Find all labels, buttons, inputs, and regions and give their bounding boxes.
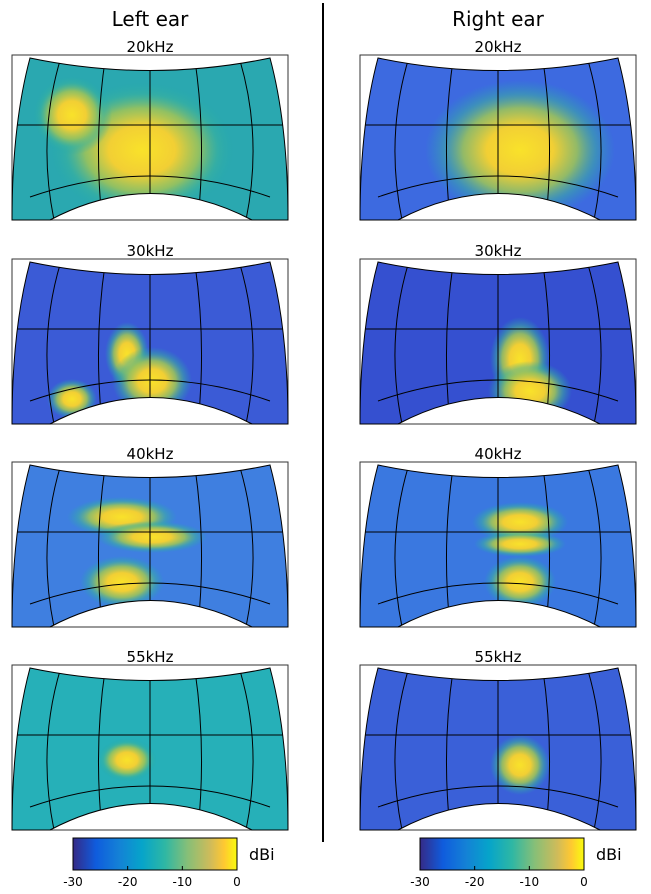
meridian: [585, 668, 602, 830]
panel-label: 40kHz: [127, 445, 174, 463]
map-fill: [360, 262, 636, 424]
panel-label: 20kHz: [127, 38, 174, 56]
graticule: [360, 58, 636, 220]
map: [359, 261, 637, 425]
meridian: [46, 465, 63, 627]
map-outline: [359, 261, 637, 425]
column-title: Left ear: [112, 7, 190, 31]
map-fill: [12, 465, 288, 627]
colorbar-tick-label: 0: [580, 875, 588, 889]
map: [11, 261, 289, 425]
graticule: [360, 465, 636, 627]
hotspot: [484, 556, 556, 608]
meridian: [46, 58, 63, 220]
map-outline: [359, 57, 637, 221]
colorbar-tick-label: -10: [173, 875, 193, 889]
meridian: [237, 465, 254, 627]
panel-frame: [11, 258, 289, 425]
panel-frame: [11, 54, 289, 221]
map-fill: [12, 58, 288, 220]
column-title: Right ear: [452, 7, 545, 31]
panel-frame: [359, 461, 637, 628]
hotspot: [474, 531, 566, 557]
meridian: [585, 58, 602, 220]
map: [359, 667, 637, 831]
hotspot: [425, 80, 615, 220]
panel-label: 55kHz: [127, 648, 174, 666]
map-fill: [12, 668, 288, 830]
map: [11, 464, 289, 628]
map-outline: [11, 261, 289, 425]
map-outline: [359, 667, 637, 831]
colorbar: [419, 837, 585, 871]
colorbar-label: dBi: [249, 845, 275, 864]
map-outline: [11, 57, 289, 221]
panel-label: 30kHz: [475, 242, 522, 260]
colorbar-tick-label: -20: [465, 875, 485, 889]
colorbar-tick-label: -30: [410, 875, 430, 889]
panel-frame: [11, 664, 289, 831]
meridian: [585, 465, 602, 627]
meridian: [394, 668, 411, 830]
hotspot: [97, 738, 157, 782]
map-outline: [11, 464, 289, 628]
meridian: [394, 262, 411, 424]
panel-frame: [359, 664, 637, 831]
map-fill: [12, 262, 288, 424]
hotspot: [97, 521, 207, 553]
colorbar-tick-label: -10: [520, 875, 540, 889]
panel-label: 55kHz: [475, 648, 522, 666]
panel-frame: [11, 461, 289, 628]
map-fill: [360, 465, 636, 627]
panel-label: 20kHz: [475, 38, 522, 56]
panel-label: 40kHz: [475, 445, 522, 463]
colorbar-tick-label: -20: [118, 875, 138, 889]
map-fill: [360, 58, 636, 220]
meridian: [394, 58, 411, 220]
meridian: [46, 262, 63, 424]
hotspot: [32, 75, 112, 155]
meridian: [585, 262, 602, 424]
hotspot: [80, 556, 164, 608]
panel-label: 30kHz: [127, 242, 174, 260]
hotspot: [488, 361, 572, 421]
graticule: [360, 262, 636, 424]
map: [11, 667, 289, 831]
colorbar-label: dBi: [596, 845, 622, 864]
meridian: [394, 465, 411, 627]
map-outline: [359, 464, 637, 628]
colorbar-tick-label: -30: [63, 875, 83, 889]
map: [11, 57, 289, 221]
meridian: [237, 58, 254, 220]
map: [359, 464, 637, 628]
colorbar: [72, 837, 238, 871]
colorbar-tick-label: 0: [233, 875, 241, 889]
meridian: [46, 668, 63, 830]
map: [359, 57, 637, 221]
panel-frame: [359, 258, 637, 425]
map-fill: [360, 668, 636, 830]
meridian: [237, 668, 254, 830]
panel-frame: [359, 54, 637, 221]
hotspot: [490, 735, 550, 795]
map-outline: [11, 667, 289, 831]
meridian: [237, 262, 254, 424]
